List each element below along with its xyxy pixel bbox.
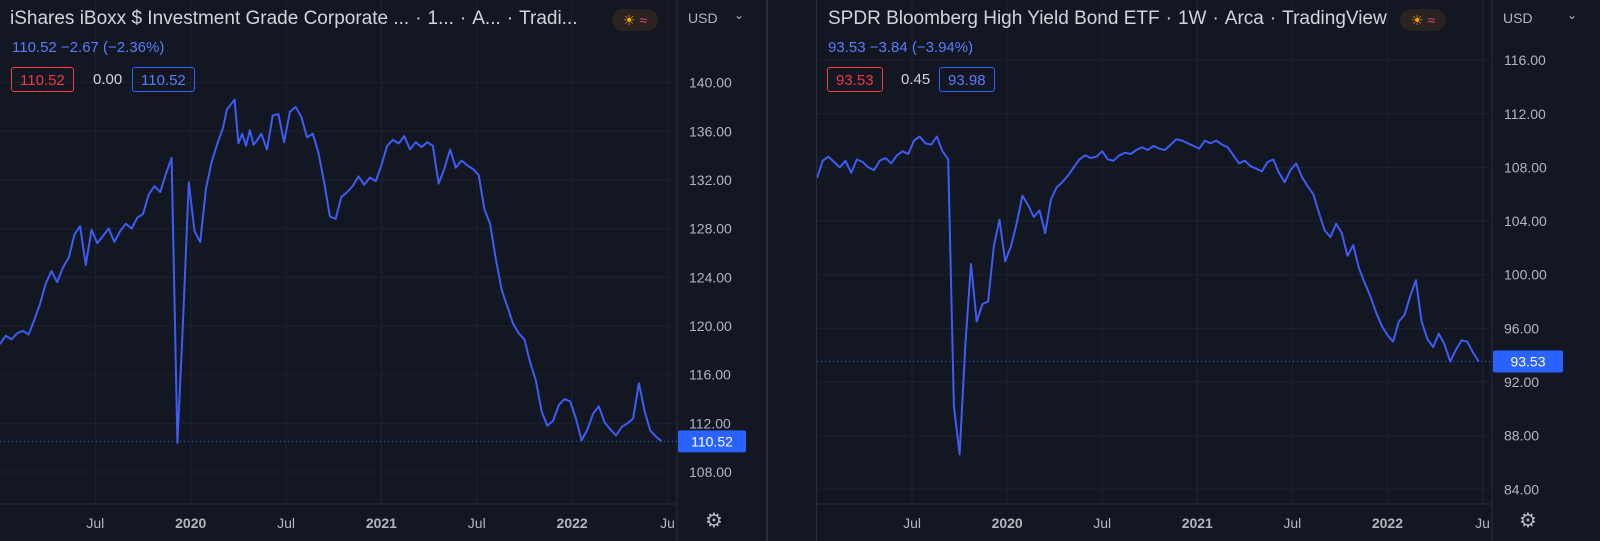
x-tick-label: 2021	[366, 515, 397, 531]
spread-left: 0.00	[93, 71, 123, 88]
y-tick-label: 112.00	[1504, 106, 1546, 122]
y-tick-label: 108.00	[689, 464, 732, 480]
chart-canvas-left[interactable]: 108.00 112.00 116.00 120.00 124.00 128.00 132.…	[0, 0, 766, 541]
y-tick-label: 128.00	[689, 221, 732, 237]
last-price-tag	[678, 430, 746, 453]
chart-canvas-right[interactable]: 84.00 88.00 92.00 96.00 100.00 104.00 108.00 11…	[817, 0, 1600, 541]
y-tick-label: 88.00	[1504, 428, 1539, 444]
indicator-icons-left[interactable]: ☀ ≈	[612, 9, 658, 31]
last-price-tag-label: 93.53	[1510, 353, 1545, 369]
series-line	[817, 135, 1480, 456]
x-tick-label: Jul	[1093, 515, 1111, 531]
y-tick-label: 140.00	[689, 75, 732, 91]
y-tick-label: 100.00	[1504, 267, 1547, 283]
x-tick-label: Ju	[660, 515, 675, 531]
x-tick-label: 2022	[1372, 515, 1403, 531]
x-tick-label: Jul	[86, 515, 104, 531]
chart-panel-left[interactable]: 108.00 112.00 116.00 120.00 124.00 128.00 132.…	[0, 0, 768, 541]
bid-box-left[interactable]: 110.52	[11, 67, 74, 92]
y-tick-label: 104.00	[1504, 213, 1547, 229]
panel-gap	[768, 0, 816, 541]
x-tick-label: Jul	[903, 515, 921, 531]
y-tick-label: 96.00	[1504, 320, 1539, 336]
y-tick-label: 108.00	[1504, 159, 1547, 175]
sun-icon: ☀	[622, 11, 636, 28]
x-tick-label: 2020	[992, 515, 1023, 531]
currency-label-left[interactable]: USD	[688, 10, 718, 26]
y-tick-label: 116.00	[1504, 52, 1546, 68]
y-tick-label: 124.00	[689, 269, 732, 285]
chevron-down-icon[interactable]: ⌄	[734, 8, 745, 22]
x-tick-label: Jul	[1283, 515, 1301, 531]
y-tick-label: 116.00	[689, 367, 731, 383]
x-tick-label: Jul	[277, 515, 295, 531]
indicator-icons-right[interactable]: ☀ ≈	[1400, 9, 1446, 31]
ask-box-right[interactable]: 93.98	[939, 67, 995, 92]
last-price-tag	[1493, 350, 1563, 373]
chevron-down-icon[interactable]: ⌄	[1567, 8, 1578, 22]
symbol-title: iShares iBoxx $ Investment Grade Corpora…	[10, 8, 410, 29]
chart-panel-right[interactable]: 84.00 88.00 92.00 96.00 100.00 104.00 108.00 11…	[816, 0, 1600, 541]
exchange-label: A...	[472, 8, 501, 29]
y-tick-label: 132.00	[689, 172, 732, 188]
gear-icon[interactable]: ⚙	[1519, 510, 1537, 532]
series-line	[0, 98, 663, 444]
sun-icon: ☀	[1410, 11, 1424, 28]
source-label: TradingView	[1282, 8, 1387, 29]
source-label: Tradi...	[519, 8, 578, 29]
y-tick-label: 112.00	[689, 415, 731, 431]
change-line-left: 110.52 −2.67 (−2.36%)	[12, 39, 165, 56]
currency-label-right[interactable]: USD	[1503, 10, 1533, 26]
last-price-tag-label: 110.52	[691, 433, 733, 449]
exchange-label: Arca	[1224, 8, 1264, 29]
interval-label: 1...	[427, 8, 454, 29]
y-tick-label: 136.00	[689, 123, 732, 139]
y-tick-label: 120.00	[689, 318, 732, 334]
legend-title-left[interactable]: iShares iBoxx $ Investment Grade Corpora…	[10, 8, 578, 29]
y-tick-label: 92.00	[1504, 374, 1539, 390]
x-tick-label: 2021	[1182, 515, 1213, 531]
y-tick-label: 84.00	[1504, 481, 1539, 497]
gear-icon[interactable]: ⚙	[705, 510, 723, 532]
interval-label: 1W	[1177, 8, 1207, 29]
x-tick-label: Ju	[1475, 515, 1490, 531]
x-tick-label: 2020	[175, 515, 206, 531]
ask-box-left[interactable]: 110.52	[132, 67, 195, 92]
spread-right: 0.45	[901, 71, 931, 88]
symbol-title: SPDR Bloomberg High Yield Bond ETF	[828, 8, 1160, 29]
change-line-right: 93.53 −3.84 (−3.94%)	[828, 39, 974, 56]
x-tick-label: 2022	[557, 515, 588, 531]
bid-box-right[interactable]: 93.53	[827, 67, 883, 92]
wave-icon: ≈	[1427, 12, 1436, 28]
legend-title-right[interactable]: SPDR Bloomberg High Yield Bond ETF · 1W · Ar…	[828, 8, 1387, 29]
wave-icon: ≈	[639, 12, 648, 28]
x-tick-label: Jul	[468, 515, 486, 531]
